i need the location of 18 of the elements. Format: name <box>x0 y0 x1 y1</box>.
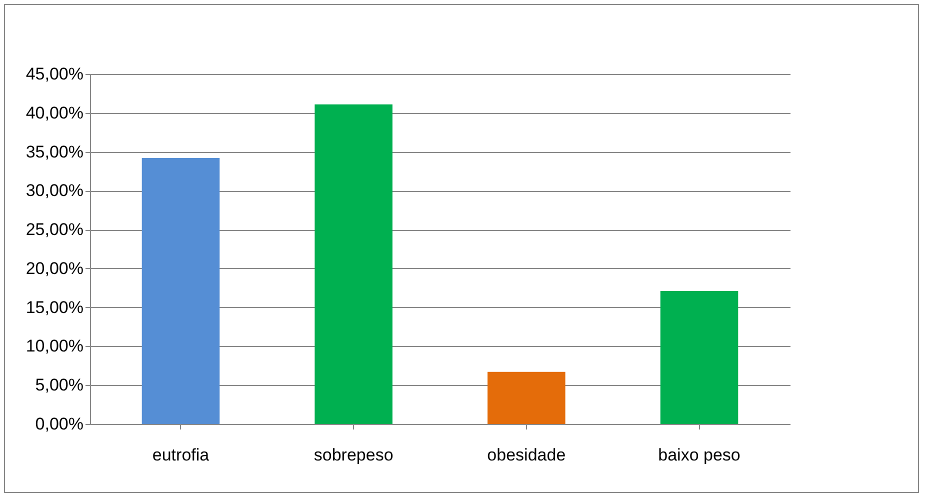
y-tick-label: 5,00% <box>35 376 84 395</box>
y-tick-label: 35,00% <box>26 142 84 162</box>
y-tick-label: 15,00% <box>26 298 84 317</box>
x-tick-label: baixo peso <box>658 446 740 464</box>
bar <box>660 291 738 424</box>
y-tick-label: 10,00% <box>26 336 84 356</box>
y-tick-label: 0,00% <box>35 414 84 434</box>
bar <box>314 104 392 424</box>
y-tick-label: 20,00% <box>26 258 84 278</box>
bar <box>142 158 220 424</box>
y-tick-label: 45,00% <box>26 64 84 84</box>
x-tick-label: obesidade <box>487 446 566 464</box>
y-tick-label: 40,00% <box>26 103 84 122</box>
bar <box>488 372 566 424</box>
y-tick-label: 25,00% <box>26 220 84 240</box>
x-tick-label: sobrepeso <box>314 446 394 464</box>
y-tick-label: 30,00% <box>26 181 84 200</box>
x-tick-label: eutrofia <box>152 446 210 464</box>
